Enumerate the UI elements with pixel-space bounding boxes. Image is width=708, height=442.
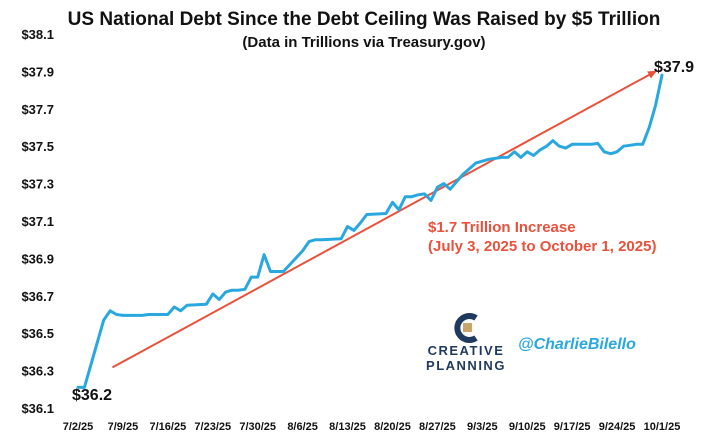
end-value-label: $37.9 [654, 59, 694, 76]
x-tick-label: 7/30/25 [239, 421, 276, 433]
y-tick-label: $37.3 [21, 177, 54, 192]
x-tick-label: 10/1/25 [644, 421, 681, 433]
x-tick-label: 9/3/25 [467, 421, 498, 433]
brand-name-line-1: CREATIVE [428, 343, 505, 358]
x-tick-label: 8/27/25 [419, 421, 456, 433]
x-tick-label: 9/24/25 [599, 421, 636, 433]
y-tick-label: $37.9 [21, 64, 54, 79]
trend-arrow [111, 70, 657, 369]
start-value-label: $36.2 [72, 387, 112, 404]
y-tick-label: $36.1 [21, 401, 54, 416]
annotation-line-2: (July 3, 2025 to October 1, 2025) [428, 238, 656, 255]
x-tick-label: 9/10/25 [509, 421, 546, 433]
y-axis: $36.1 $36.3 $36.5 $36.7 $36.9 $37.1 $37.3 $37.5… [21, 27, 54, 416]
chart-subtitle: (Data in Trillions via Treasury.gov) [242, 34, 485, 51]
brand-name-line-2: PLANNING [426, 358, 506, 373]
x-tick-label: 9/17/25 [554, 421, 591, 433]
x-tick-label: 7/2/25 [63, 421, 94, 433]
author-handle: @CharlieBilello [518, 336, 636, 353]
y-tick-label: $37.1 [21, 214, 54, 229]
x-tick-label: 8/20/25 [374, 421, 411, 433]
chart-title: US National Debt Since the Debt Ceiling … [68, 9, 661, 30]
x-tick-label: 7/16/25 [149, 421, 186, 433]
logo-mark-icon [454, 313, 478, 343]
debt-series-line [76, 73, 664, 389]
y-tick-label: $36.7 [21, 289, 54, 304]
y-tick-label: $37.5 [21, 139, 54, 154]
x-tick-label: 7/9/25 [108, 421, 139, 433]
y-tick-label: $36.3 [21, 364, 54, 379]
annotation-line-1: $1.7 Trillion Increase [428, 219, 576, 236]
y-tick-label: $37.7 [21, 102, 54, 117]
x-tick-label: 7/23/25 [194, 421, 231, 433]
y-tick-label: $36.9 [21, 251, 54, 266]
x-axis: 7/2/25 7/9/25 7/16/25 7/23/25 7/30/25 8/6/25 8… [63, 421, 681, 433]
y-tick-label: $36.5 [21, 326, 54, 341]
y-tick-label: $38.1 [21, 27, 54, 42]
creative-planning-logo: CREATIVE PLANNING [426, 313, 506, 373]
x-tick-label: 8/6/25 [287, 421, 318, 433]
x-tick-label: 8/13/25 [329, 421, 366, 433]
